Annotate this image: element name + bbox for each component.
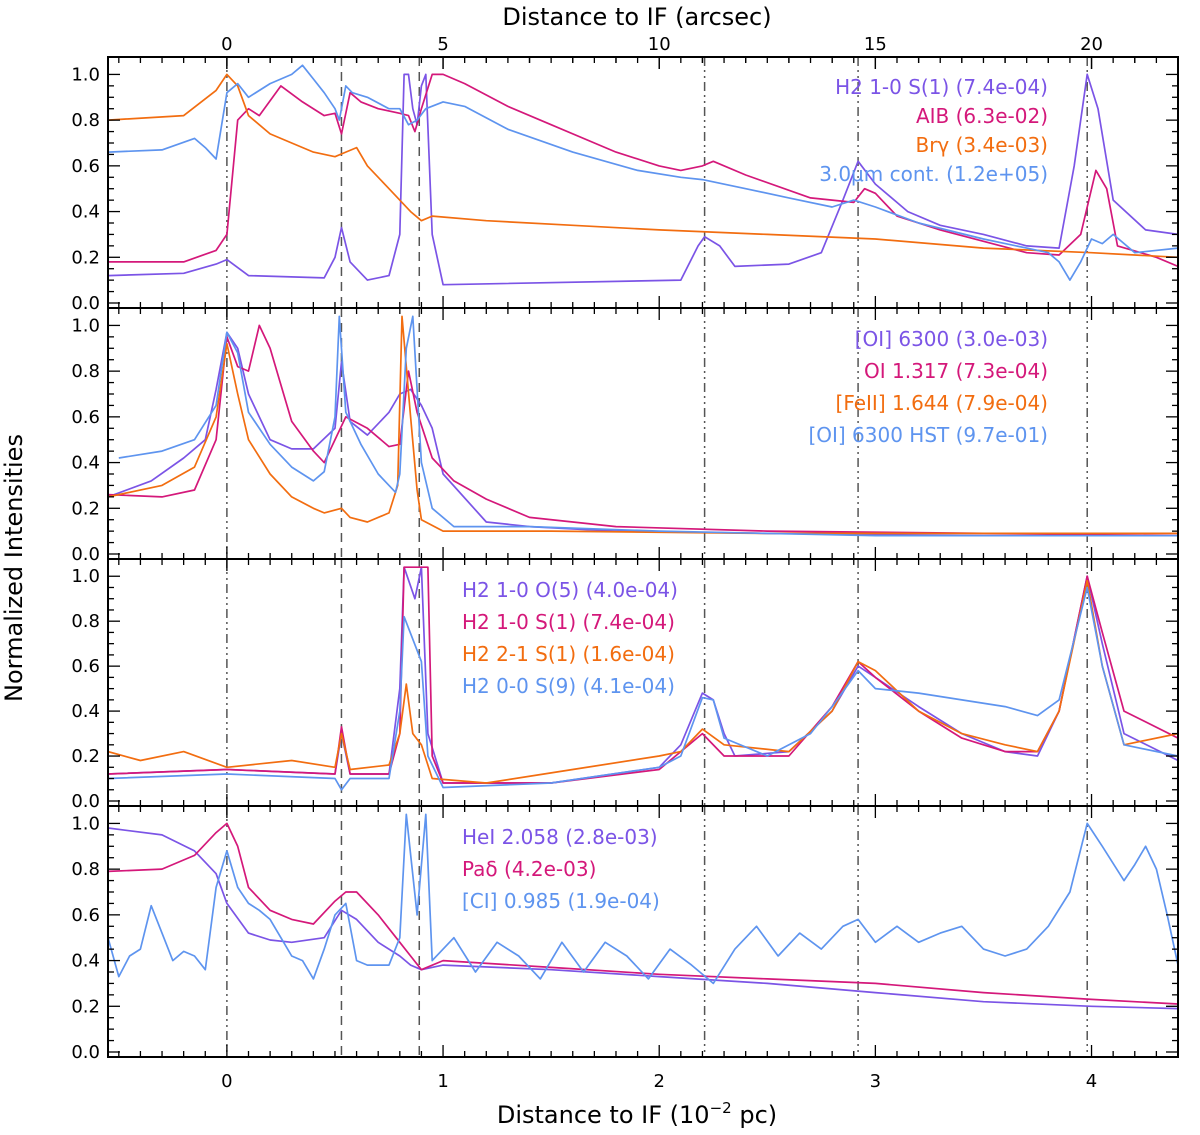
x-axis-tick-label: 3 bbox=[870, 1071, 881, 1092]
panel-2-y-tick-label: 0.6 bbox=[71, 407, 100, 428]
panel-4-legend: HeI 2.058 (2.8e-03) Paδ (4.2e-03) [CI] 0.9… bbox=[462, 825, 660, 913]
panel-3-y-tick-label: 0.0 bbox=[71, 791, 100, 812]
panel-3-y-tick-label: 0.6 bbox=[71, 656, 100, 677]
panel-3-series-4 bbox=[108, 586, 1178, 791]
top-axis: 0 5 10 15 20 bbox=[221, 34, 1179, 69]
panel-4-series-3 bbox=[108, 813, 1178, 985]
panel-2-legend: [OI] 6300 (3.0e-03) OI 1.317 (7.3e-04) [Fe… bbox=[808, 327, 1048, 447]
panel-2-legend-entry-4: [OI] 6300 HST (9.7e-01) bbox=[808, 423, 1048, 447]
panel-1-y-tick-label: 0.8 bbox=[71, 110, 100, 131]
panel-1-series-1 bbox=[108, 73, 1178, 286]
panel-2-legend-entry-2: OI 1.317 (7.3e-04) bbox=[864, 359, 1048, 383]
panel-1-y-tick-label: 0.2 bbox=[71, 247, 100, 268]
panel-4-series-1 bbox=[108, 827, 1178, 1010]
panel-1-legend-entry-2: AIB (6.3e-02) bbox=[916, 104, 1048, 128]
panel-1-y-tick-label: 0.4 bbox=[71, 202, 100, 223]
panel-3: 0.00.20.40.60.81.0H2 1-0 O(5) (4.0e-04)H… bbox=[71, 558, 1179, 812]
panel-4-frame bbox=[107, 805, 1179, 1058]
panel-3-y-tick-label: 0.4 bbox=[71, 701, 100, 722]
top-axis-tick-label: 10 bbox=[648, 34, 671, 55]
panel-4-y-tick-label: 0.2 bbox=[71, 996, 100, 1017]
panel-2-y-tick-label: 0.2 bbox=[71, 498, 100, 519]
panel-4-series-2 bbox=[108, 822, 1178, 1005]
x-axis-label-superscript: −2 bbox=[710, 1099, 732, 1117]
panel-4: 0.0 0.2 0.4 0.6 0.8 1.0 HeI 2.058 (2.8e-03) Paδ… bbox=[71, 805, 1179, 1063]
panel-3-legend: H2 1-0 O(5) (4.0e-04) H2 1-0 S(1) (7.4e-0… bbox=[462, 578, 678, 698]
panel-2-y-tick-label: 1.0 bbox=[71, 315, 100, 336]
top-axis-tick-label: 15 bbox=[864, 34, 887, 55]
panel-1-series-3 bbox=[108, 73, 1178, 259]
panel-4-y-tick-label: 0.8 bbox=[71, 859, 100, 880]
x-axis-tick-label: 4 bbox=[1086, 1071, 1097, 1092]
panel-2-legend-entry-1: [OI] 6300 (3.0e-03) bbox=[855, 327, 1048, 351]
panel-3-legend-entry-4: H2 0-0 S(9) (4.1e-04) bbox=[462, 674, 675, 698]
panel-4-legend-entry-1: HeI 2.058 (2.8e-03) bbox=[462, 825, 658, 849]
x-axis-label-main: Distance to IF (10 bbox=[497, 1101, 710, 1129]
panel-2-series-3 bbox=[108, 315, 1178, 535]
x-axis-tick-label: 1 bbox=[437, 1071, 448, 1092]
panels: 0.0 0.2 0.4 0.6 0.8 1.0 H2 1-0 S(1) (7.4e-04) A… bbox=[71, 56, 1179, 1063]
panel-3-y-tick-label: 1.0 bbox=[71, 566, 100, 587]
top-axis-tick-label: 20 bbox=[1080, 34, 1103, 55]
panel-2-series-4 bbox=[118, 315, 1178, 537]
panel-1-legend-entry-1: H2 1-0 S(1) (7.4e-04) bbox=[835, 75, 1048, 99]
panel-2-y-tick-label: 0.0 bbox=[71, 544, 100, 565]
bottom-axis: 0 1 2 3 4 bbox=[221, 1071, 1097, 1092]
panel-2-legend-entry-3: [FeII] 1.644 (7.9e-04) bbox=[836, 391, 1048, 415]
y-axis-label: Normalized Intensities bbox=[0, 434, 28, 702]
x-axis-label: Distance to IF (10−2 pc) bbox=[497, 1099, 777, 1129]
x-axis-tick-label: 0 bbox=[221, 1071, 232, 1092]
panel-4-y-tick-label: 1.0 bbox=[71, 813, 100, 834]
panel-4-y-tick-label: 0.4 bbox=[71, 951, 100, 972]
panel-1-legend-entry-4: 3.0μm cont. (1.2e+05) bbox=[819, 162, 1048, 186]
top-axis-tick-label: 0 bbox=[221, 34, 232, 55]
panel-2-series-2 bbox=[108, 324, 1178, 537]
panel-1-series-4 bbox=[108, 64, 1178, 281]
panel-3-series-3 bbox=[108, 579, 1178, 784]
panel-3-legend-entry-2: H2 1-0 S(1) (7.4e-04) bbox=[462, 610, 675, 634]
panel-3-legend-entry-1: H2 1-0 O(5) (4.0e-04) bbox=[462, 578, 678, 602]
panel-1-y-tick-label: 1.0 bbox=[71, 64, 100, 85]
panel-1-legend: H2 1-0 S(1) (7.4e-04) AIB (6.3e-02) Brγ (3… bbox=[819, 75, 1048, 186]
panel-4-legend-entry-2: Paδ (4.2e-03) bbox=[462, 857, 596, 881]
panel-4-legend-entry-3: [CI] 0.985 (1.9e-04) bbox=[462, 889, 660, 913]
panel-3-y-tick-label: 0.2 bbox=[71, 746, 100, 767]
panel-2-y-tick-label: 0.4 bbox=[71, 453, 100, 474]
panel-4-y-tick-label: 0.0 bbox=[71, 1042, 100, 1063]
top-axis-label: Distance to IF (arcsec) bbox=[502, 3, 771, 31]
x-axis-tick-label: 2 bbox=[653, 1071, 664, 1092]
top-axis-tick-label: 5 bbox=[437, 34, 448, 55]
panel-2: 0.0 0.2 0.4 0.6 0.8 1.0 [OI] 6300 (3.0e-03) OI … bbox=[71, 307, 1179, 565]
panel-3-legend-entry-3: H2 2-1 S(1) (1.6e-04) bbox=[462, 642, 675, 666]
panel-3-y-tick-label: 0.8 bbox=[71, 611, 100, 632]
panel-1-y-tick-label: 0.6 bbox=[71, 156, 100, 177]
panel-1-y-tick-label: 0.0 bbox=[71, 293, 100, 314]
panel-2-y-tick-label: 0.8 bbox=[71, 361, 100, 382]
panel-1: 0.0 0.2 0.4 0.6 0.8 1.0 H2 1-0 S(1) (7.4e-04) A… bbox=[71, 56, 1179, 314]
panel-4-y-tick-label: 0.6 bbox=[71, 905, 100, 926]
x-axis-label-units: pc) bbox=[732, 1101, 777, 1129]
panel-1-legend-entry-3: Brγ (3.4e-03) bbox=[915, 133, 1048, 157]
